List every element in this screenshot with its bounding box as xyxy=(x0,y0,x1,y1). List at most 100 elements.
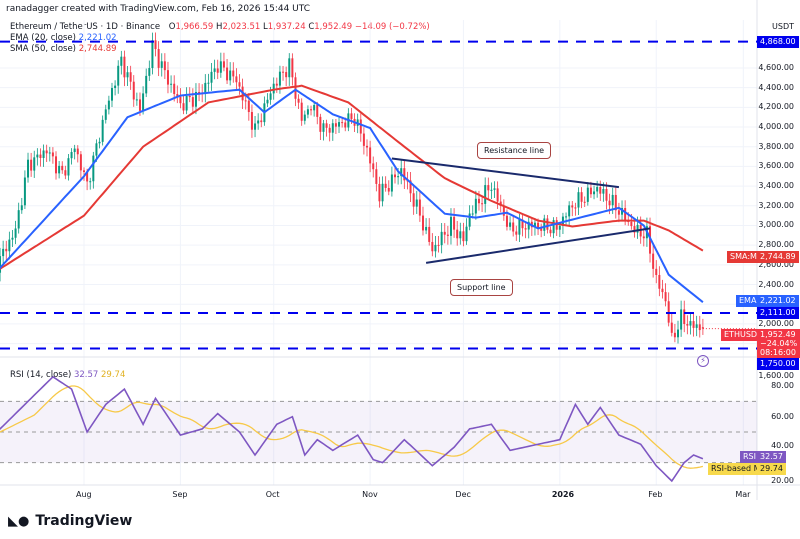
price-tick: 4,000.00 xyxy=(758,122,794,132)
candle-body xyxy=(275,83,278,86)
candle-body xyxy=(198,91,201,94)
candle-body xyxy=(338,122,341,127)
candle-body xyxy=(166,70,169,85)
candle-body xyxy=(614,194,617,211)
candle-body xyxy=(260,120,263,123)
credit-text: ranadagger created with TradingView.com,… xyxy=(6,4,311,14)
close-value: 1,952.49 xyxy=(314,22,353,32)
candle-body xyxy=(300,102,303,121)
candle-body xyxy=(170,83,173,85)
candle-body xyxy=(163,61,166,71)
candle-body xyxy=(366,145,369,148)
price-tick: 3,600.00 xyxy=(758,161,794,171)
candle-body xyxy=(459,231,462,239)
candle-body xyxy=(701,327,704,329)
candle-body xyxy=(555,220,558,230)
candle-body xyxy=(86,172,89,182)
candle-body xyxy=(51,152,54,157)
candle-body xyxy=(574,207,577,209)
ema-value: 2,221.02 xyxy=(78,33,117,43)
candle-body xyxy=(341,122,344,124)
tradingview-logo: ◣● TradingView xyxy=(8,513,132,529)
candle-body xyxy=(238,82,241,87)
candle-body xyxy=(384,183,387,188)
ema-legend[interactable]: EMA (20, close) 2,221.02 xyxy=(10,33,117,43)
candle-body xyxy=(440,231,443,246)
candle-body xyxy=(505,215,508,227)
candle-body xyxy=(157,49,160,68)
symbol-name: Ethereum / TetherUS · 1D · Binance xyxy=(10,22,161,32)
candle-body xyxy=(537,222,540,228)
candle-body xyxy=(76,148,79,155)
candle-body xyxy=(593,191,596,195)
symbol-legend: Ethereum / TetherUS · 1D · Binance O1,96… xyxy=(10,22,430,32)
candle-body xyxy=(558,225,561,230)
low-value: 1,937.24 xyxy=(267,22,306,32)
candle-body xyxy=(107,100,110,110)
candle-body xyxy=(390,174,393,192)
candle-body xyxy=(216,68,219,73)
candle-body xyxy=(126,72,129,78)
candle-body xyxy=(303,114,306,121)
sma-price-tag: 2,744.89 xyxy=(757,251,799,263)
candle-body xyxy=(67,158,70,176)
candle-body xyxy=(316,104,319,117)
open-value: 1,966.59 xyxy=(175,22,214,32)
high-label: H xyxy=(216,22,223,32)
candle-body xyxy=(272,83,275,94)
candle-body xyxy=(229,70,232,81)
resistance-line-callout[interactable]: Resistance line xyxy=(477,142,552,159)
candle-body xyxy=(14,228,17,238)
candle-body xyxy=(191,97,194,107)
candle-body xyxy=(437,244,440,246)
lightning-icon[interactable]: ⚡ xyxy=(697,355,709,367)
candle-body xyxy=(285,72,288,78)
candle-body xyxy=(213,68,216,72)
candle-body xyxy=(328,127,331,133)
candle-body xyxy=(446,234,449,236)
high-value: 2,023.51 xyxy=(222,22,261,32)
candle-body xyxy=(509,222,512,227)
change-value: −14.09 (−0.72%) xyxy=(354,22,430,32)
candle-body xyxy=(599,187,602,194)
candle-body xyxy=(412,193,415,207)
support-line-callout[interactable]: Support line xyxy=(450,279,513,296)
candle-body xyxy=(636,224,639,233)
candle-body xyxy=(8,239,11,252)
candle-body xyxy=(621,208,624,215)
candle-body xyxy=(179,96,182,104)
candle-body xyxy=(145,75,148,94)
candle-body xyxy=(565,216,568,218)
candle-body xyxy=(686,324,689,326)
candle-body xyxy=(48,152,51,154)
candle-body xyxy=(2,248,5,257)
rsi-legend[interactable]: RSI (14, close) 32.57 29.74 xyxy=(10,370,125,380)
candle-body xyxy=(425,226,428,231)
candle-body xyxy=(182,103,185,111)
price-tick: 2,400.00 xyxy=(758,279,794,289)
candle-body xyxy=(294,77,297,99)
low-label: L xyxy=(263,22,268,32)
currency-label: USDT xyxy=(772,22,794,31)
candle-body xyxy=(0,256,2,273)
price-tick: 4,400.00 xyxy=(758,82,794,92)
candle-body xyxy=(204,82,207,94)
candle-body xyxy=(487,185,490,191)
candle-body xyxy=(33,157,36,171)
candle-body xyxy=(310,109,313,111)
candle-body xyxy=(428,226,431,242)
candle-body xyxy=(695,324,698,328)
candle-body xyxy=(257,120,260,124)
candle-body xyxy=(45,150,48,154)
candle-body xyxy=(138,99,141,111)
sma-legend[interactable]: SMA (50, close) 2,744.89 xyxy=(10,44,117,54)
candle-body xyxy=(334,123,337,127)
candle-body xyxy=(331,123,334,133)
candle-body xyxy=(670,322,673,333)
candle-body xyxy=(11,237,14,240)
candle-body xyxy=(658,274,661,289)
candle-body xyxy=(533,222,536,228)
candle-body xyxy=(278,71,281,86)
candle-body xyxy=(319,116,322,132)
